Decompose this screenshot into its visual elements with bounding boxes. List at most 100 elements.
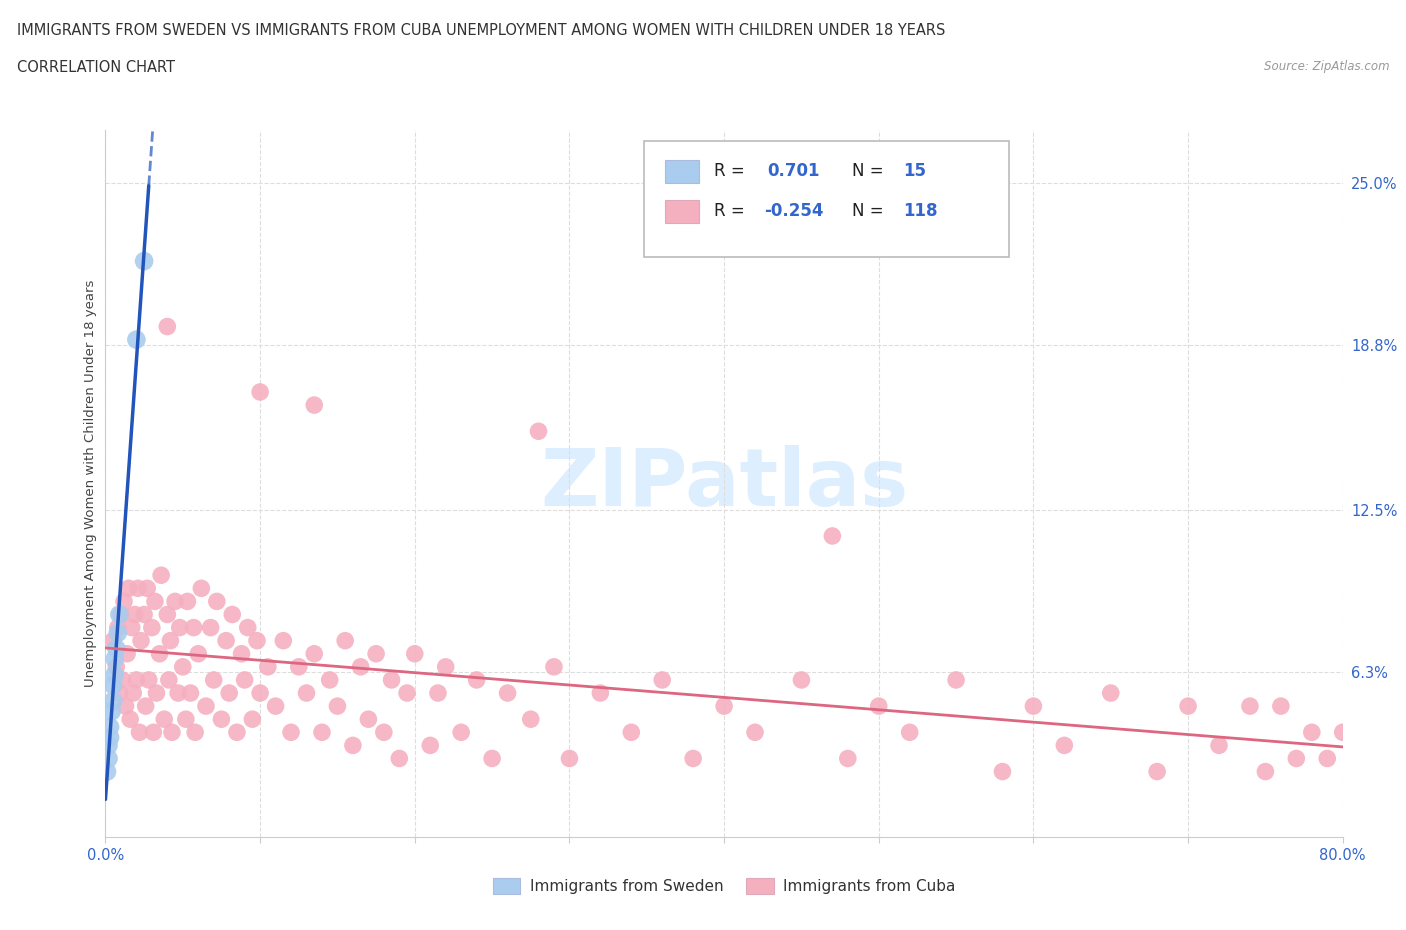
Point bbox=[111, 672, 134, 687]
Point bbox=[104, 667, 127, 682]
Point bbox=[159, 633, 181, 648]
Point bbox=[183, 620, 205, 635]
Point bbox=[558, 751, 581, 766]
Point bbox=[121, 620, 143, 635]
Point bbox=[169, 620, 191, 635]
Point bbox=[221, 607, 243, 622]
Point bbox=[110, 607, 132, 622]
Point bbox=[1022, 698, 1045, 713]
Y-axis label: Unemployment Among Women with Children Under 18 years: Unemployment Among Women with Children U… bbox=[84, 280, 97, 687]
Point bbox=[496, 685, 519, 700]
Point bbox=[115, 646, 138, 661]
Text: Source: ZipAtlas.com: Source: ZipAtlas.com bbox=[1264, 60, 1389, 73]
Point bbox=[419, 737, 441, 752]
Point bbox=[190, 581, 212, 596]
Point bbox=[543, 659, 565, 674]
Point bbox=[124, 607, 146, 622]
Point bbox=[520, 711, 543, 726]
Point bbox=[141, 620, 163, 635]
Point bbox=[1301, 724, 1323, 739]
Point bbox=[744, 724, 766, 739]
Point bbox=[143, 594, 166, 609]
Point bbox=[256, 659, 278, 674]
Point bbox=[142, 724, 165, 739]
Point bbox=[122, 685, 145, 700]
Point bbox=[991, 764, 1014, 779]
Text: ZIPatlas: ZIPatlas bbox=[540, 445, 908, 523]
Point bbox=[184, 724, 207, 739]
Point bbox=[156, 319, 179, 334]
Point bbox=[1316, 751, 1339, 766]
Point bbox=[280, 724, 302, 739]
Point bbox=[156, 607, 179, 622]
FancyBboxPatch shape bbox=[644, 140, 1008, 258]
Point bbox=[868, 698, 890, 713]
Point bbox=[326, 698, 349, 713]
Point bbox=[945, 672, 967, 687]
Point bbox=[304, 398, 326, 413]
Point bbox=[132, 607, 156, 622]
Point bbox=[242, 711, 264, 726]
Point bbox=[342, 737, 364, 752]
Point bbox=[287, 659, 309, 674]
Text: IMMIGRANTS FROM SWEDEN VS IMMIGRANTS FROM CUBA UNEMPLOYMENT AMONG WOMEN WITH CHI: IMMIGRANTS FROM SWEDEN VS IMMIGRANTS FRO… bbox=[17, 23, 945, 38]
Legend: Immigrants from Sweden, Immigrants from Cuba: Immigrants from Sweden, Immigrants from … bbox=[486, 871, 962, 900]
Point bbox=[231, 646, 253, 661]
Point bbox=[98, 730, 121, 745]
Point bbox=[205, 594, 228, 609]
Point bbox=[357, 711, 380, 726]
Point bbox=[96, 764, 118, 779]
Point bbox=[136, 581, 159, 596]
Point bbox=[304, 646, 326, 661]
Point bbox=[682, 751, 704, 766]
Point bbox=[132, 254, 156, 269]
Point bbox=[112, 594, 135, 609]
Point bbox=[249, 685, 271, 700]
Bar bbox=[665, 200, 699, 223]
Point bbox=[821, 528, 844, 543]
Point bbox=[1331, 724, 1354, 739]
Point bbox=[125, 672, 148, 687]
Point bbox=[396, 685, 419, 700]
Point bbox=[589, 685, 612, 700]
Point bbox=[107, 620, 129, 635]
Point bbox=[100, 704, 122, 719]
Point bbox=[790, 672, 813, 687]
Point bbox=[163, 594, 186, 609]
Point bbox=[264, 698, 287, 713]
Point bbox=[1254, 764, 1277, 779]
Point bbox=[128, 724, 150, 739]
Point bbox=[527, 424, 550, 439]
Point bbox=[426, 685, 449, 700]
Text: -0.254: -0.254 bbox=[763, 203, 823, 220]
Text: N =: N = bbox=[852, 203, 889, 220]
Point bbox=[246, 633, 269, 648]
Point bbox=[103, 633, 124, 648]
Point bbox=[120, 711, 142, 726]
Point bbox=[153, 711, 176, 726]
Point bbox=[1285, 751, 1308, 766]
Text: CORRELATION CHART: CORRELATION CHART bbox=[17, 60, 174, 75]
Point bbox=[215, 633, 238, 648]
Bar bbox=[665, 160, 699, 182]
Point bbox=[211, 711, 233, 726]
Point bbox=[380, 672, 402, 687]
Point bbox=[149, 646, 172, 661]
Point bbox=[194, 698, 217, 713]
Point bbox=[180, 685, 202, 700]
Point bbox=[98, 720, 121, 735]
Point bbox=[105, 659, 128, 674]
Point bbox=[651, 672, 673, 687]
Text: 15: 15 bbox=[904, 162, 927, 180]
Point bbox=[103, 678, 124, 693]
Point bbox=[1099, 685, 1122, 700]
Point bbox=[898, 724, 921, 739]
Point bbox=[1177, 698, 1199, 713]
Point bbox=[160, 724, 183, 739]
Text: 118: 118 bbox=[904, 203, 938, 220]
Point bbox=[450, 724, 472, 739]
Text: R =: R = bbox=[714, 162, 751, 180]
Point bbox=[202, 672, 225, 687]
Point bbox=[127, 581, 149, 596]
Point bbox=[1270, 698, 1292, 713]
